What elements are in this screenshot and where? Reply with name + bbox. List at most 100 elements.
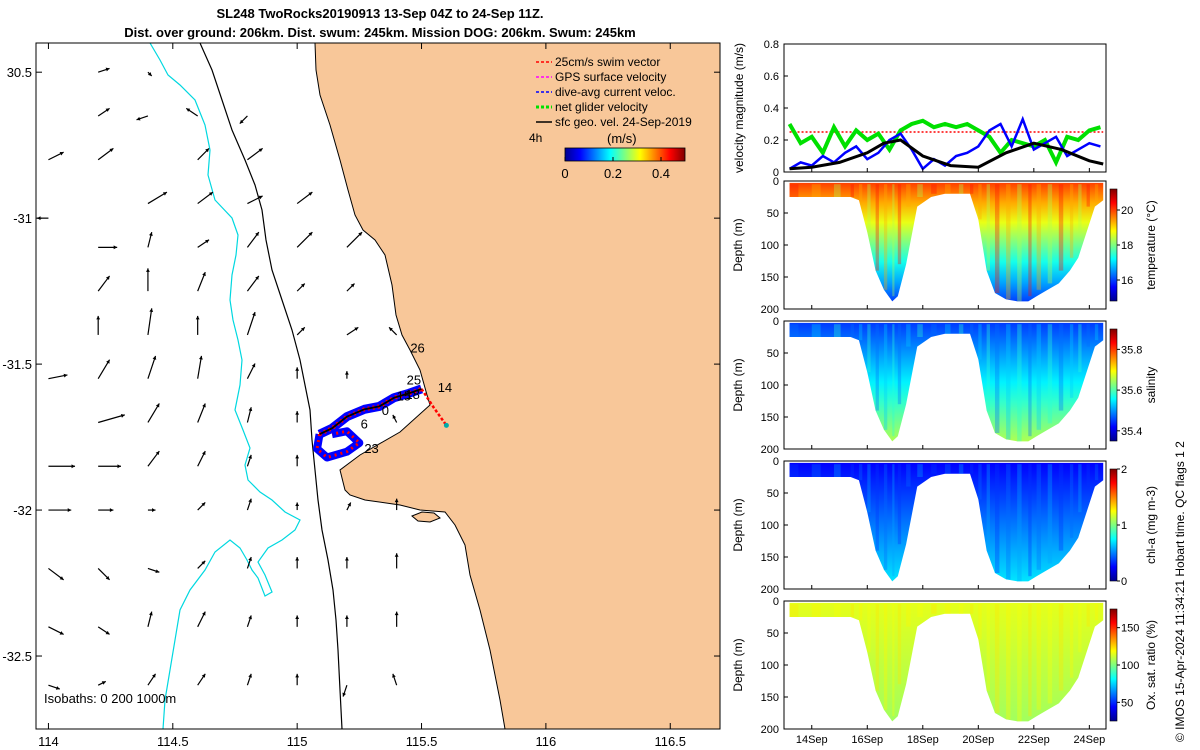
geo-vector-shaft	[147, 355, 157, 379]
geo-vector-head	[295, 367, 300, 371]
map-xtick-label: 114.5	[157, 734, 189, 749]
section-streak	[789, 324, 799, 337]
section-streak	[986, 464, 990, 551]
section-ytick-label: 0	[773, 176, 779, 188]
geo-vector-head	[109, 508, 114, 512]
geo-vector-head	[394, 611, 399, 616]
geo-vector-head	[201, 451, 206, 456]
velocity-ylabel: velocity magnitude (m/s)	[732, 43, 746, 173]
day-label: 14	[438, 380, 452, 395]
section-streak	[1058, 604, 1064, 691]
geo-vector-head	[205, 148, 210, 153]
section-xtick-label: 24Sep	[1073, 734, 1105, 746]
geo-vector	[346, 502, 352, 511]
geo-vector	[48, 464, 76, 469]
section-streak	[1086, 604, 1090, 627]
section-colorbar-tick-label: 1	[1121, 520, 1127, 532]
geo-vector-head	[201, 502, 206, 507]
section-streak	[789, 604, 799, 617]
section-streak	[945, 184, 951, 194]
velocity-series-line	[789, 138, 1104, 171]
velocity-series	[787, 115, 1104, 171]
geo-vector	[344, 371, 349, 379]
geo-vector-head	[248, 454, 252, 459]
section-streak	[986, 604, 990, 691]
section-streak	[875, 464, 879, 551]
geo-vector	[197, 239, 210, 248]
geo-vector-head	[248, 498, 252, 503]
geo-vector-head	[258, 148, 263, 153]
colorbar-title: (m/s)	[607, 131, 637, 146]
geo-vector-head	[252, 312, 256, 317]
section-streak	[931, 324, 937, 334]
geo-vector	[246, 311, 256, 336]
section-streak	[883, 604, 888, 710]
geo-vector	[296, 326, 306, 336]
geo-vector-head	[354, 327, 359, 331]
geo-vector-shaft	[97, 359, 111, 380]
geo-vector	[394, 553, 399, 569]
geo-vector-head	[106, 359, 110, 364]
section-colorbar-tick-label: 50	[1121, 697, 1133, 709]
geo-vector-head	[239, 119, 244, 124]
section-ytick-label: 100	[761, 660, 779, 672]
section-xtick-label: 22Sep	[1018, 734, 1050, 746]
legend-item-glider-velocity: net glider velocity	[536, 100, 648, 114]
geo-vector	[342, 685, 348, 697]
day-label: 6	[361, 416, 368, 431]
geo-vector-head	[186, 108, 191, 112]
section-streak	[1069, 464, 1074, 538]
section-streak	[958, 464, 964, 474]
section-streak	[1036, 604, 1042, 710]
map-legend: 25cm/s swim vector GPS surface velocity …	[529, 55, 692, 181]
geo-vector	[394, 611, 399, 627]
section-streak	[1078, 464, 1082, 513]
section-colorbar	[1109, 608, 1118, 722]
section-streak	[867, 324, 871, 373]
section-streak	[1036, 184, 1042, 290]
section-streak	[875, 604, 879, 691]
section-streak	[1017, 324, 1022, 442]
section-streak	[892, 324, 895, 437]
section-colorbar-label: salinity	[1144, 367, 1158, 404]
geo-vector	[344, 615, 349, 627]
geo-vector	[147, 567, 160, 573]
geo-vector-head	[308, 232, 313, 236]
geo-vector-shaft	[246, 311, 256, 336]
section-ytick-label: 200	[761, 304, 779, 316]
section-streak	[1094, 324, 1099, 341]
section-ytick-label: 100	[761, 380, 779, 392]
section-ylabel: Depth (m)	[731, 218, 745, 271]
section-streak	[906, 604, 911, 627]
geo-vector	[296, 231, 313, 248]
section-streak	[897, 604, 902, 685]
section-ytick-label: 0	[773, 456, 779, 468]
salinity-section: 0 50 100 150 200 Depth (m) 35.4 35.6 35.8salinit…	[731, 316, 1158, 456]
geo-vector-head	[295, 673, 300, 678]
geo-vector-head	[136, 116, 141, 121]
section-streak	[1058, 184, 1064, 271]
velocity-panel: 0 0.2 0.4 0.6 0.8 velocity magnitude (m/s)	[732, 39, 1107, 179]
section-streak	[1069, 604, 1074, 678]
geo-vector	[246, 275, 260, 292]
legend-label-glider-velocity: net glider velocity	[555, 100, 648, 114]
hour-label: 4h	[529, 131, 542, 145]
geo-vector	[97, 67, 110, 73]
geo-vector-head	[63, 373, 68, 378]
section-streak	[850, 324, 854, 337]
speed-colorbar-ticks: 0 0.2 0.4	[561, 157, 670, 181]
geo-vector	[98, 464, 121, 469]
geo-vector	[246, 673, 252, 686]
geo-vector-head	[105, 630, 110, 635]
section-streak	[811, 464, 821, 477]
glider-track	[313, 384, 449, 462]
geo-vector	[98, 245, 118, 250]
geo-vector	[147, 231, 153, 248]
geo-vector	[295, 454, 300, 467]
section-ytick-label: 50	[767, 348, 779, 360]
island-rottnest	[411, 511, 441, 523]
geo-vector	[146, 268, 150, 292]
section-streak	[1058, 464, 1064, 551]
map-xtick-label: 115.5	[406, 734, 438, 749]
section-streak	[958, 324, 964, 334]
